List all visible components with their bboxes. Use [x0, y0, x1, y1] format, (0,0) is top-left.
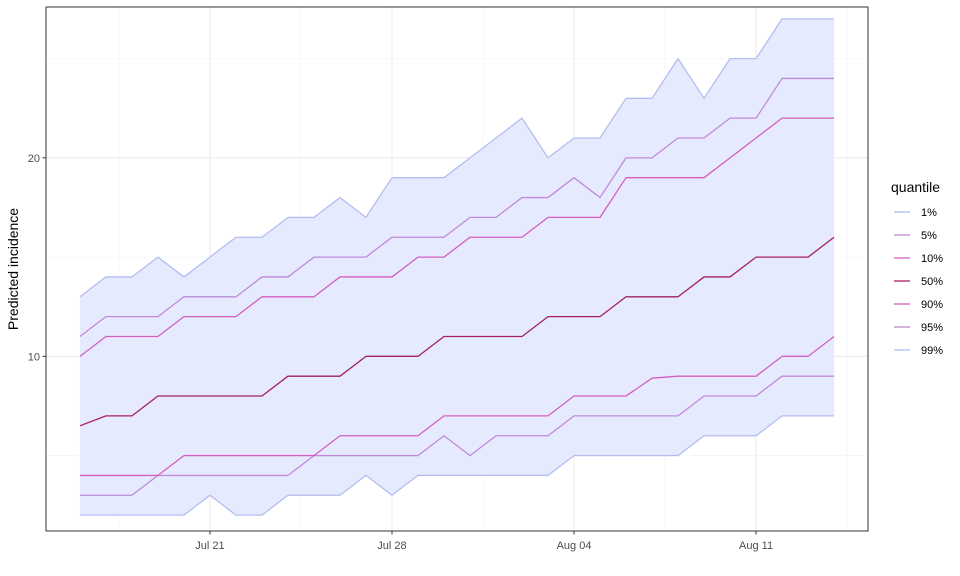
series-line-90pct	[79, 117, 835, 357]
y-axis-title: Predicted incidence	[5, 208, 21, 330]
y-tick-label: 10	[28, 351, 40, 363]
legend: quantile 1% 5% 10% 50% 90% 95% 99%	[891, 179, 943, 357]
legend-label: 95%	[921, 322, 943, 334]
legend-label: 50%	[921, 276, 943, 288]
x-axis-ticks: Jul 21 Jul 28 Aug 04 Aug 11	[195, 531, 773, 552]
y-tick-label: 20	[28, 153, 40, 165]
x-tick-label: Jul 21	[195, 540, 224, 552]
series-line-1pct	[79, 415, 835, 516]
ribbon-area	[79, 18, 835, 516]
x-tick-label: Jul 28	[377, 540, 406, 552]
series-line-95pct	[79, 77, 835, 337]
plot-panel-border	[45, 6, 869, 532]
legend-label: 1%	[921, 207, 937, 219]
legend-label: 10%	[921, 253, 943, 265]
legend-title: quantile	[891, 179, 940, 195]
series-lines	[79, 18, 835, 516]
legend-label: 90%	[921, 299, 943, 311]
prediction-band	[79, 18, 835, 516]
y-axis-ticks: 10 20	[28, 153, 46, 363]
series-line-10pct	[79, 335, 835, 477]
x-tick-label: Aug 11	[739, 540, 773, 552]
legend-label: 99%	[921, 345, 943, 357]
legend-label: 5%	[921, 230, 937, 242]
series-line-99pct	[79, 18, 835, 298]
series-line-50pct	[79, 236, 835, 427]
x-tick-label: Aug 04	[557, 540, 592, 552]
series-line-5pct	[79, 375, 835, 496]
